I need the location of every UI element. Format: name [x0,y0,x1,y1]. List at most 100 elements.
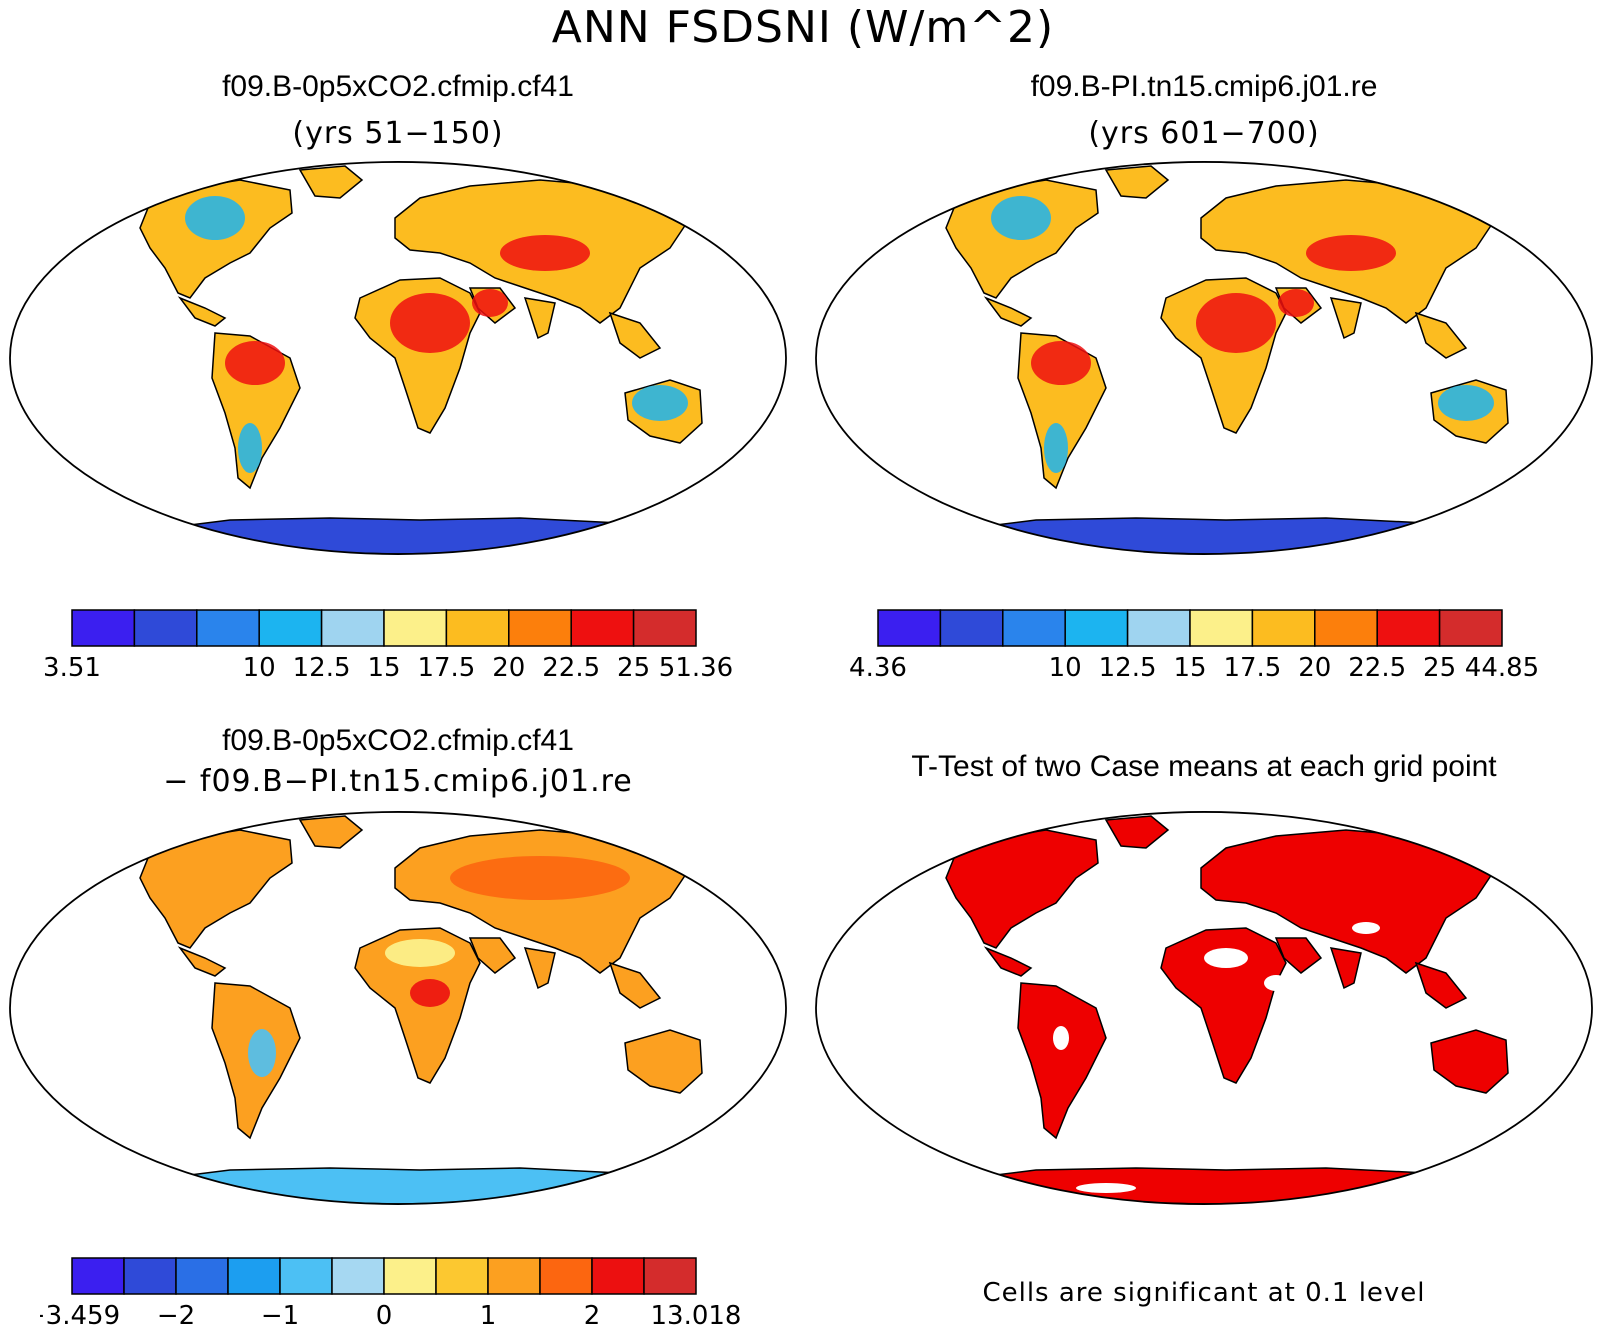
colorbar-label: 10 [243,653,276,678]
colorbar-swatch [331,1257,385,1295]
colorbar-swatch [1314,609,1378,647]
colorbar-label: 15 [1173,653,1206,678]
colorbar-label: 0 [376,1301,393,1326]
landmass-antarctica [149,517,642,555]
colorbar-swatch [279,1257,333,1295]
landmass-camerica [983,946,1033,977]
colorbar-swatch [71,609,136,647]
colorbar-label: 13.018 [651,1301,742,1326]
landmass-arabia [468,937,517,974]
low-value-region [385,939,455,967]
landmass-seasia [1414,961,1468,1009]
colorbar-swatch [196,609,260,647]
low-value-region [991,196,1051,240]
colorbar-swatch [227,1257,281,1295]
colorbar-label: 12.5 [293,653,351,678]
colorbar-swatch [632,609,697,647]
significance-note: Cells are significant at 0.1 level [982,1278,1426,1308]
colorbar-swatch [570,609,635,647]
low-value-region [1438,385,1494,421]
colorbar-swatch [383,1257,437,1295]
colorbar-bottom-left: −3.459 −2 −1 0 1 2 13.018 [40,1257,742,1326]
colorbar-swatch [939,609,1004,647]
colorbar-label: 20 [1298,653,1331,678]
map-bottom-left [9,811,787,1205]
landmass-australia [1430,1029,1509,1094]
colorbar-label: 44.85 [1465,653,1539,678]
colorbar-swatch [1064,609,1129,647]
colorbar-swatch [71,1257,125,1295]
high-value-region [410,979,450,1007]
colorbar-swatch [1438,609,1503,647]
colorbar-swatch [435,1257,489,1295]
landmass-seasia [1414,311,1468,359]
colorbar-label: 4.36 [849,653,907,678]
landmass-africa [354,927,481,1084]
map-top-left [9,161,787,555]
colorbar-label: −1 [261,1301,299,1326]
colorbar-label: 3.51 [43,653,101,678]
colorbar-swatch [445,609,510,647]
colorbar-label: −3.459 [40,1301,120,1326]
landmass-india [1329,297,1362,340]
high-value-region [390,293,470,353]
high-value-region [1278,289,1314,317]
landmass-camerica [177,296,227,327]
colorbar-swatch [1189,609,1254,647]
panel-subtitle-top-right: (yrs 601−700) [1088,116,1320,151]
colorbar-swatch [258,609,323,647]
map-border [815,811,1593,1205]
colorbar-swatch [487,1257,541,1295]
landmass-africa [1160,927,1287,1084]
colorbar-label: 25 [617,653,650,678]
landmass-greenland [1104,815,1170,849]
colorbar-label: 12.5 [1099,653,1157,678]
panel-subtitle-bottom-left: − f09.B−PI.tn15.cmip6.j01.re [163,764,633,799]
colorbar-label: 10 [1049,653,1082,678]
panel-title-top-right: f09.B-PI.tn15.cmip6.j01.re [1030,70,1378,103]
colorbar-swatch [508,609,572,647]
landmass-namerica [945,829,1099,949]
landmass-india [523,947,556,990]
landmass-antarctica [955,517,1448,555]
colorbar-label: 51.36 [659,653,733,678]
colorbar-label: 22.5 [542,653,600,678]
non-significant-region [1352,922,1380,934]
map-bottom-right [815,811,1593,1205]
colorbar-label: 17.5 [1223,653,1281,678]
map-border [9,161,787,555]
high-value-region [472,289,508,317]
high-value-region [1196,293,1276,353]
landmass-india [523,297,556,340]
colorbar-top-right: 4.36 10 12.5 15 17.5 20 22.5 25 44.85 [849,609,1539,678]
colorbar-label: 1 [480,1301,497,1326]
colorbar-label: 2 [584,1301,601,1326]
landmass-australia [624,1029,703,1094]
figure-title: ANN FSDSNI (W/m^2) [551,2,1055,53]
low-value-region [248,1029,276,1077]
panel-title-bottom-left: f09.B-0p5xCO2.cfmip.cf41 [222,724,574,757]
low-value-region [632,385,688,421]
non-significant-region [1053,1026,1069,1050]
landmass-camerica [177,946,227,977]
landmass-greenland [298,165,364,199]
landmass-antarctica [149,1167,642,1205]
panel-subtitle-top-left: (yrs 51−150) [292,116,504,151]
colorbar-swatch [591,1257,645,1295]
landmass-antarctica [955,1167,1448,1205]
colorbar-swatch [383,609,448,647]
landmass-greenland [1104,165,1170,199]
landmass-namerica [139,829,293,949]
colorbar-swatch [1002,609,1066,647]
low-value-region [238,423,262,473]
colorbar-top-left: 3.51 10 12.5 15 17.5 20 22.5 25 51.36 [43,609,733,678]
map-border [9,811,787,1205]
high-value-region [225,341,285,385]
colorbar-label: 22.5 [1348,653,1406,678]
panel-title-bottom-right: T-Test of two Case means at each grid po… [911,750,1497,783]
landmass-eurasia [1200,829,1498,974]
landmass-india [1329,947,1362,990]
high-value-region [450,856,630,900]
low-value-region [185,196,245,240]
high-value-region [500,235,590,271]
